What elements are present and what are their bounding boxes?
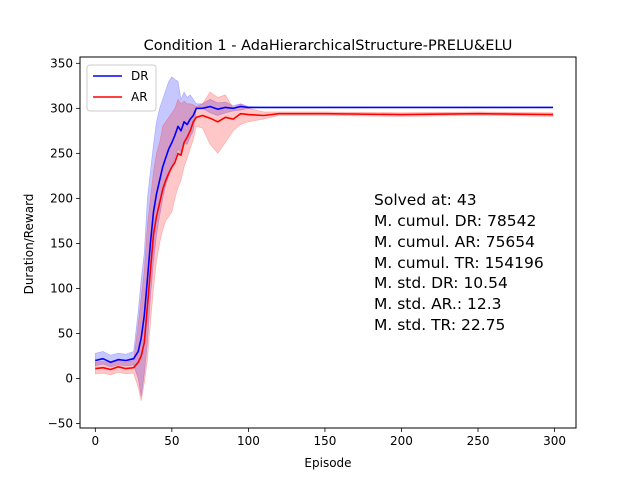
x-tick-label: 250 <box>467 434 490 448</box>
x-tick-label: 200 <box>390 434 413 448</box>
x-tick-label: 100 <box>237 434 260 448</box>
y-axis-label: Duration/Reward <box>22 194 36 295</box>
y-tick-label: 300 <box>50 101 73 115</box>
chart-title: Condition 1 - AdaHierarchicalStructure-P… <box>144 38 513 54</box>
y-tick-label: 100 <box>50 281 73 295</box>
plot-area-frame <box>79 56 577 429</box>
annotation-solved-at: Solved at: 43 <box>374 191 477 209</box>
x-axis-ticks: 0 50 100 150 200 250 300 <box>91 428 566 448</box>
annotation-cumul-ar: M. cumul. AR: 75654 <box>374 233 535 251</box>
y-tick-label: 200 <box>50 191 73 205</box>
annotation-std-dr: M. std. DR: 10.54 <box>374 274 508 292</box>
legend-label-ar: AR <box>131 90 148 104</box>
band-ar <box>95 91 554 402</box>
y-tick-label: 50 <box>58 326 73 340</box>
x-tick-label: 0 <box>91 434 99 448</box>
line-ar <box>95 112 554 371</box>
line-dr <box>95 105 553 364</box>
y-axis-ticks: −50 0 50 100 150 200 250 300 350 <box>48 56 80 430</box>
x-tick-label: 50 <box>164 434 179 448</box>
annotation-cumul-dr: M. cumul. DR: 78542 <box>374 212 536 230</box>
y-tick-label: 350 <box>50 56 73 70</box>
annotation-cumul-tr: M. cumul. TR: 154196 <box>374 254 544 272</box>
x-tick-label: 300 <box>543 434 566 448</box>
legend-label-dr: DR <box>131 69 149 83</box>
legend: DR AR <box>86 64 157 112</box>
x-axis-label: Episode <box>304 456 351 470</box>
y-tick-label: −50 <box>48 416 73 430</box>
series-lines <box>95 105 554 371</box>
annotation-std-tr: M. std. TR: 22.75 <box>374 316 505 334</box>
y-tick-label: 0 <box>65 371 73 385</box>
y-tick-label: 150 <box>50 236 73 250</box>
x-tick-label: 150 <box>313 434 336 448</box>
annotation-std-ar: M. std. AR.: 12.3 <box>374 295 501 313</box>
annotation-block: Solved at: 43 M. cumul. DR: 78542 M. cum… <box>374 191 544 334</box>
y-tick-label: 250 <box>50 146 73 160</box>
